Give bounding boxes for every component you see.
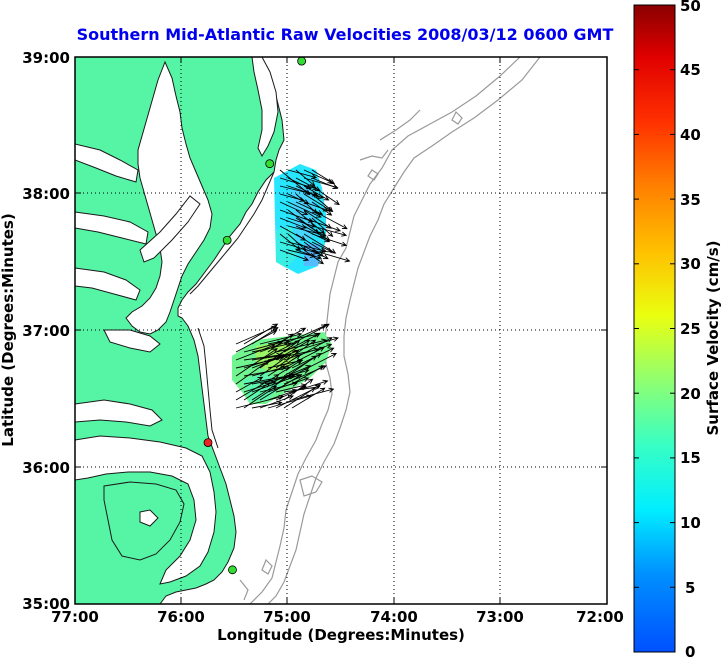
velocity-vector bbox=[311, 201, 333, 216]
velocity-vector bbox=[291, 387, 326, 409]
velocity-vector bbox=[283, 378, 314, 401]
y-axis-label: Latitude (Degrees:Minutes) bbox=[0, 213, 17, 446]
velocity-vector bbox=[235, 330, 278, 353]
colorbar-tick-label: 10 bbox=[680, 514, 701, 532]
velocity-vector bbox=[259, 353, 292, 377]
y-tick-label: 39:00 bbox=[22, 49, 70, 67]
velocity-vector bbox=[283, 383, 322, 409]
velocity-vector bbox=[279, 217, 307, 229]
colorbar-tick-label: 25 bbox=[680, 320, 701, 338]
velocity-vector bbox=[267, 354, 301, 377]
velocity-vector bbox=[259, 340, 290, 353]
x-tick-label: 72:00 bbox=[576, 608, 624, 626]
x-tick-label: 75:00 bbox=[263, 608, 311, 626]
velocity-vector bbox=[243, 382, 271, 401]
velocity-vector bbox=[283, 332, 321, 353]
colorbar-tick-label: 50 bbox=[680, 0, 701, 15]
velocity-vector bbox=[311, 209, 348, 230]
hatteras-station bbox=[228, 565, 237, 575]
velocity-vector bbox=[311, 177, 339, 190]
velocity-vector bbox=[311, 169, 336, 185]
y-tick-label: 36:00 bbox=[22, 459, 70, 477]
velocity-vector bbox=[311, 185, 340, 206]
colorbar-tick-label: 30 bbox=[680, 255, 701, 273]
velocity-vector bbox=[243, 323, 279, 345]
velocity-vector bbox=[291, 365, 325, 385]
velocity-vector bbox=[259, 332, 303, 345]
velocity-vector bbox=[235, 394, 285, 409]
y-tick-label: 37:00 bbox=[22, 322, 70, 340]
velocity-vector bbox=[243, 385, 278, 409]
x-tick-label: 73:00 bbox=[476, 608, 524, 626]
velocity-vector bbox=[235, 359, 270, 385]
velocity-vector bbox=[235, 374, 280, 401]
velocity-vector bbox=[303, 209, 332, 229]
velocity-vector bbox=[275, 359, 303, 377]
velocity-vector bbox=[275, 355, 318, 385]
velocity-vector bbox=[279, 249, 310, 262]
velocity-vector bbox=[287, 241, 328, 253]
velocity-vector bbox=[311, 249, 351, 263]
velocity-vector bbox=[259, 340, 301, 369]
velocity-vector bbox=[311, 225, 348, 237]
colorbar-tick-label: 0 bbox=[685, 643, 695, 659]
northern-velocity-vectors bbox=[279, 169, 351, 265]
southern-velocity-vectors bbox=[235, 323, 339, 409]
cape-may-station bbox=[265, 159, 275, 169]
velocity-vector bbox=[295, 209, 326, 234]
colorbar-label: Surface Velocity (cm/s) bbox=[704, 240, 722, 435]
velocity-vector bbox=[287, 177, 312, 190]
velocity-vector bbox=[251, 349, 300, 369]
velocity-vector bbox=[279, 201, 309, 216]
y-tick-label: 35:00 bbox=[22, 595, 70, 613]
north-station bbox=[297, 57, 307, 66]
colorbar-tick-label: 20 bbox=[680, 385, 701, 403]
velocity-vector bbox=[295, 201, 324, 215]
y-tick-label: 38:00 bbox=[22, 185, 70, 203]
velocity-vector bbox=[303, 217, 342, 232]
colorbar-tick-label: 40 bbox=[680, 126, 701, 144]
velocity-vector bbox=[311, 233, 348, 247]
velocity-vector bbox=[275, 339, 317, 369]
velocity-vector bbox=[291, 353, 338, 377]
velocity-vector bbox=[283, 346, 325, 369]
velocity-vector bbox=[259, 374, 303, 401]
velocity-vector bbox=[235, 376, 264, 393]
colorbar-tick-label: 5 bbox=[685, 579, 695, 597]
x-axis-label: Longitude (Degrees:Minutes) bbox=[217, 626, 465, 644]
colorbar: 50 45 40 35 30 25 20 15 10 5 0 Surface V… bbox=[633, 0, 722, 659]
map-title: Southern Mid-Atlantic Raw Velocities 200… bbox=[77, 25, 614, 44]
velocity-vector bbox=[303, 185, 330, 201]
velocity-vector bbox=[235, 348, 278, 377]
colorbar-tick-label: 35 bbox=[680, 191, 701, 209]
grid-lines bbox=[75, 57, 607, 604]
delmarva-station bbox=[222, 235, 232, 245]
x-tick-label: 74:00 bbox=[370, 608, 418, 626]
chesapeake-bay bbox=[125, 60, 213, 335]
velocity-vector bbox=[303, 249, 325, 265]
velocity-vector bbox=[235, 344, 276, 361]
velocity-vector bbox=[295, 169, 316, 187]
delaware-bay bbox=[251, 57, 279, 158]
bathymetry-contours bbox=[239, 57, 541, 604]
velocity-vector bbox=[311, 241, 333, 253]
velocity-vector bbox=[251, 374, 292, 401]
x-tick-label: 76:00 bbox=[157, 608, 205, 626]
velocity-vector bbox=[311, 217, 334, 237]
velocity-vector bbox=[295, 249, 323, 260]
duck-station bbox=[203, 438, 213, 448]
colorbar-tick-label: 45 bbox=[680, 61, 701, 79]
colorbar-tick-label: 15 bbox=[680, 449, 701, 467]
x-tick-label: 77:00 bbox=[51, 608, 99, 626]
velocity-vector bbox=[283, 324, 328, 345]
